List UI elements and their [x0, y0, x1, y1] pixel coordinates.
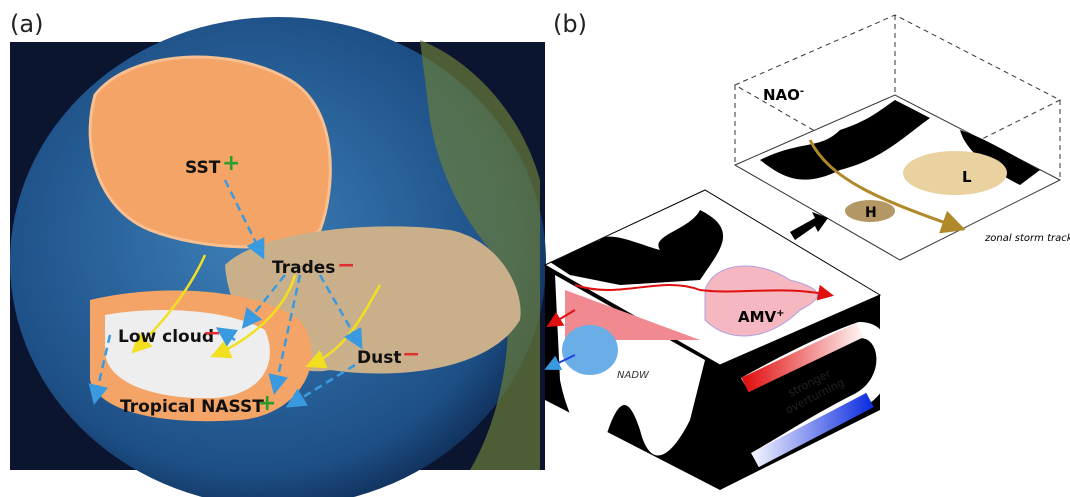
sign: + — [258, 391, 276, 416]
sup: - — [800, 86, 804, 97]
dashed-arrows — [88, 179, 363, 408]
annotation: Low cloud — [118, 327, 214, 347]
link-arrow — [790, 212, 828, 240]
overturning-path — [574, 284, 834, 301]
text: AMV — [738, 308, 777, 326]
upper-limb — [741, 322, 864, 393]
high-label: H — [865, 205, 877, 221]
nadw-region — [562, 325, 618, 375]
annotations: SST + Trades − Low cloud − Dust − Tropic… — [118, 151, 420, 417]
land — [420, 40, 540, 470]
nao-label: NAO- — [763, 86, 804, 104]
sign: − — [337, 253, 355, 278]
high-pressure — [845, 200, 895, 222]
annotation: Trades — [272, 258, 335, 278]
annotation: Tropical NASST — [120, 397, 264, 417]
annotation: Dust — [357, 348, 401, 368]
storm-track — [808, 139, 966, 234]
storm-track-label: zonal storm track — [984, 233, 1070, 244]
nao-map — [733, 94, 1062, 261]
outflow — [546, 309, 576, 328]
amv-label: AMV+ — [738, 308, 785, 326]
lower-limb — [751, 392, 874, 468]
land — [760, 100, 1040, 185]
text: zonal storm track — [984, 233, 1070, 244]
panel-label: (b) — [553, 10, 587, 38]
text: NAO — [763, 86, 800, 104]
sst-region — [88, 55, 332, 249]
low-pressure — [903, 151, 1007, 195]
nadw-label: NADW — [617, 370, 650, 381]
nadw-arrow — [544, 354, 576, 371]
low-label: L — [962, 168, 972, 186]
panel-label: (a) — [10, 10, 43, 38]
sign: + — [222, 151, 240, 176]
annotation: SST — [185, 158, 221, 178]
sign: − — [402, 342, 420, 367]
land — [550, 210, 724, 285]
sign: − — [203, 321, 221, 346]
sup: + — [776, 308, 784, 319]
